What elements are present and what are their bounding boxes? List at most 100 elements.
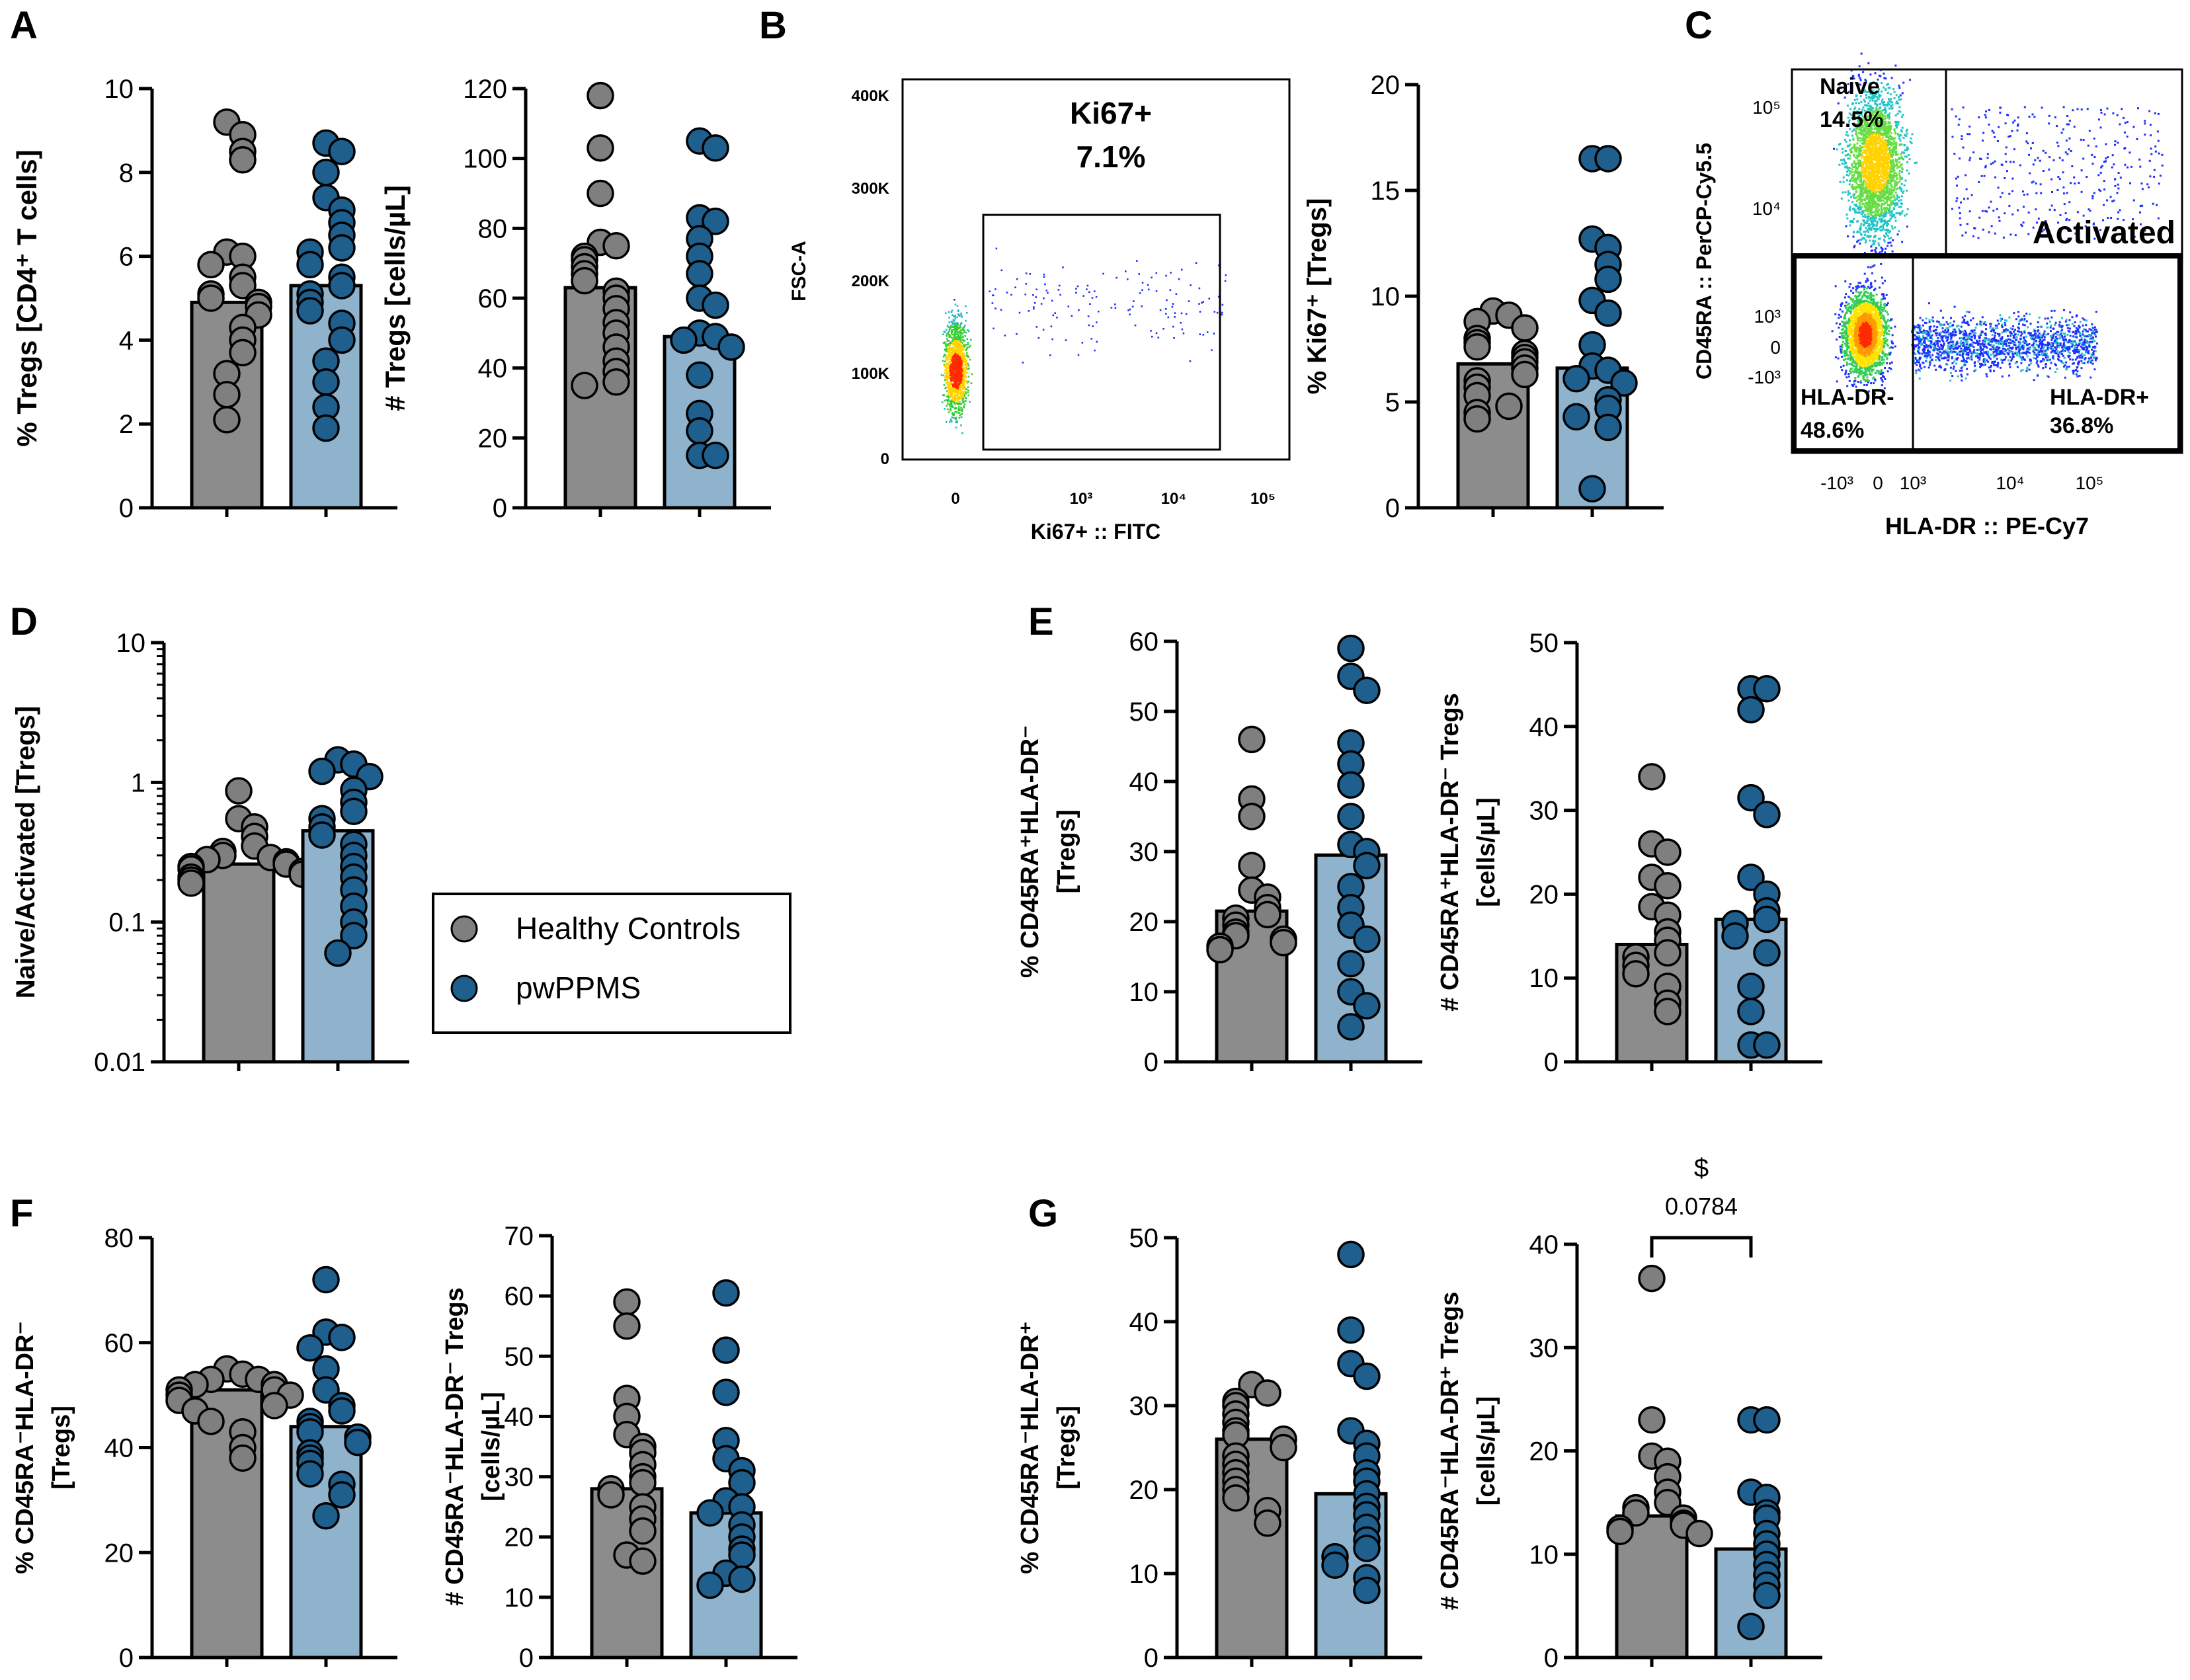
flow-event <box>950 419 952 420</box>
flow-event <box>960 344 962 346</box>
flow-event <box>955 366 957 368</box>
flow-b-xtick: 10³ <box>1070 490 1093 508</box>
flow-event <box>1886 114 1889 116</box>
flow-event <box>958 380 961 383</box>
flow-event <box>1182 332 1185 335</box>
y-tick-label: 5 <box>1385 388 1400 417</box>
y-tick-label: 30 <box>1529 1334 1559 1363</box>
flow-event <box>1862 192 1865 194</box>
flow-event <box>1897 212 1900 215</box>
point-healthy-controls <box>629 1547 657 1575</box>
point-pwppms <box>1353 925 1381 953</box>
flow-event <box>1885 88 1887 91</box>
point-healthy-controls <box>587 134 614 162</box>
flow-event <box>1879 103 1882 105</box>
flow-event <box>946 395 948 398</box>
y-tick-label: 8 <box>119 159 134 188</box>
flow-event <box>953 335 955 337</box>
y-tick-label: 20 <box>1529 1437 1559 1466</box>
flow-event <box>1873 147 1875 150</box>
flow-event <box>940 374 943 376</box>
flow-event <box>965 360 967 363</box>
flow-event <box>950 392 952 395</box>
flow-event <box>942 333 944 336</box>
y-axis-label-2: [Tregs] <box>48 1406 75 1490</box>
flow-event <box>1870 164 1873 167</box>
flow-event <box>1839 142 1842 145</box>
flow-event <box>1151 335 1153 338</box>
flow-event <box>964 387 966 389</box>
point-pwppms <box>1337 1013 1365 1041</box>
flow-event <box>961 393 963 395</box>
flow-event <box>948 360 950 363</box>
flow-event <box>1059 284 1061 287</box>
flow-event <box>1857 102 1860 104</box>
flow-event <box>1864 104 1867 106</box>
flow-event <box>967 391 969 393</box>
flow-event <box>1849 220 1851 223</box>
flow-event <box>993 327 994 330</box>
flow-event <box>1898 144 1901 147</box>
flow-event <box>946 354 948 357</box>
flow-event <box>1889 241 1892 244</box>
flow-event <box>1894 204 1896 207</box>
flow-event <box>1882 225 1885 228</box>
point-healthy-controls <box>1254 1509 1281 1537</box>
flow-event <box>961 413 963 415</box>
flow-event <box>1875 152 1878 155</box>
flow-event <box>1863 149 1866 152</box>
flow-event <box>961 382 964 385</box>
significance-bracket <box>1650 1236 1753 1258</box>
flow-event <box>956 329 959 331</box>
flow-event <box>992 294 994 297</box>
point-pwppms <box>1753 1031 1781 1059</box>
flow-event <box>968 346 970 348</box>
flow-event <box>1850 196 1853 198</box>
flow-event <box>1127 309 1129 311</box>
flow-event <box>950 409 952 412</box>
point-pwppms <box>1753 674 1781 703</box>
flow-event <box>1858 155 1861 157</box>
flow-event <box>1855 190 1857 193</box>
flow-event <box>1894 184 1896 186</box>
flow-event <box>961 348 963 350</box>
flow-event <box>1874 249 1877 251</box>
flow-event <box>1899 110 1902 113</box>
y-axis-label-2: [Tregs] <box>1053 810 1080 894</box>
flow-event <box>961 364 964 366</box>
flow-event <box>1094 349 1096 352</box>
point-pwppms <box>1337 771 1365 799</box>
flow-event <box>1865 204 1868 206</box>
y-tick-label: 0 <box>1144 1048 1158 1077</box>
flow-event <box>946 390 948 392</box>
flow-event <box>1893 208 1895 211</box>
flow-event <box>945 381 948 383</box>
flow-event <box>1887 229 1890 231</box>
y-axis-label-2: [cells/µL] <box>477 1392 505 1501</box>
flow-event <box>1904 155 1906 158</box>
flow-event <box>963 360 965 363</box>
flow-event <box>1898 196 1900 198</box>
flow-event <box>960 389 962 392</box>
flow-event <box>956 358 958 361</box>
flow-event <box>1854 169 1857 172</box>
point-pwppms <box>328 326 356 354</box>
flow-event <box>1859 208 1862 211</box>
flow-event <box>1165 274 1167 277</box>
flow-event <box>1879 75 1882 77</box>
flow-event <box>951 342 953 344</box>
flow-event <box>1882 220 1885 222</box>
flow-event <box>1159 309 1162 311</box>
flow-event <box>1909 140 1912 143</box>
flow-event <box>1881 100 1883 103</box>
flow-event <box>1178 278 1180 280</box>
flow-event <box>970 382 973 384</box>
point-pwppms <box>308 757 336 785</box>
flow-b-ytick: 0 <box>881 450 889 468</box>
point-healthy-controls <box>1638 1406 1666 1434</box>
flow-event <box>1201 301 1203 304</box>
flow-event <box>969 344 971 347</box>
flow-event <box>1890 167 1893 169</box>
